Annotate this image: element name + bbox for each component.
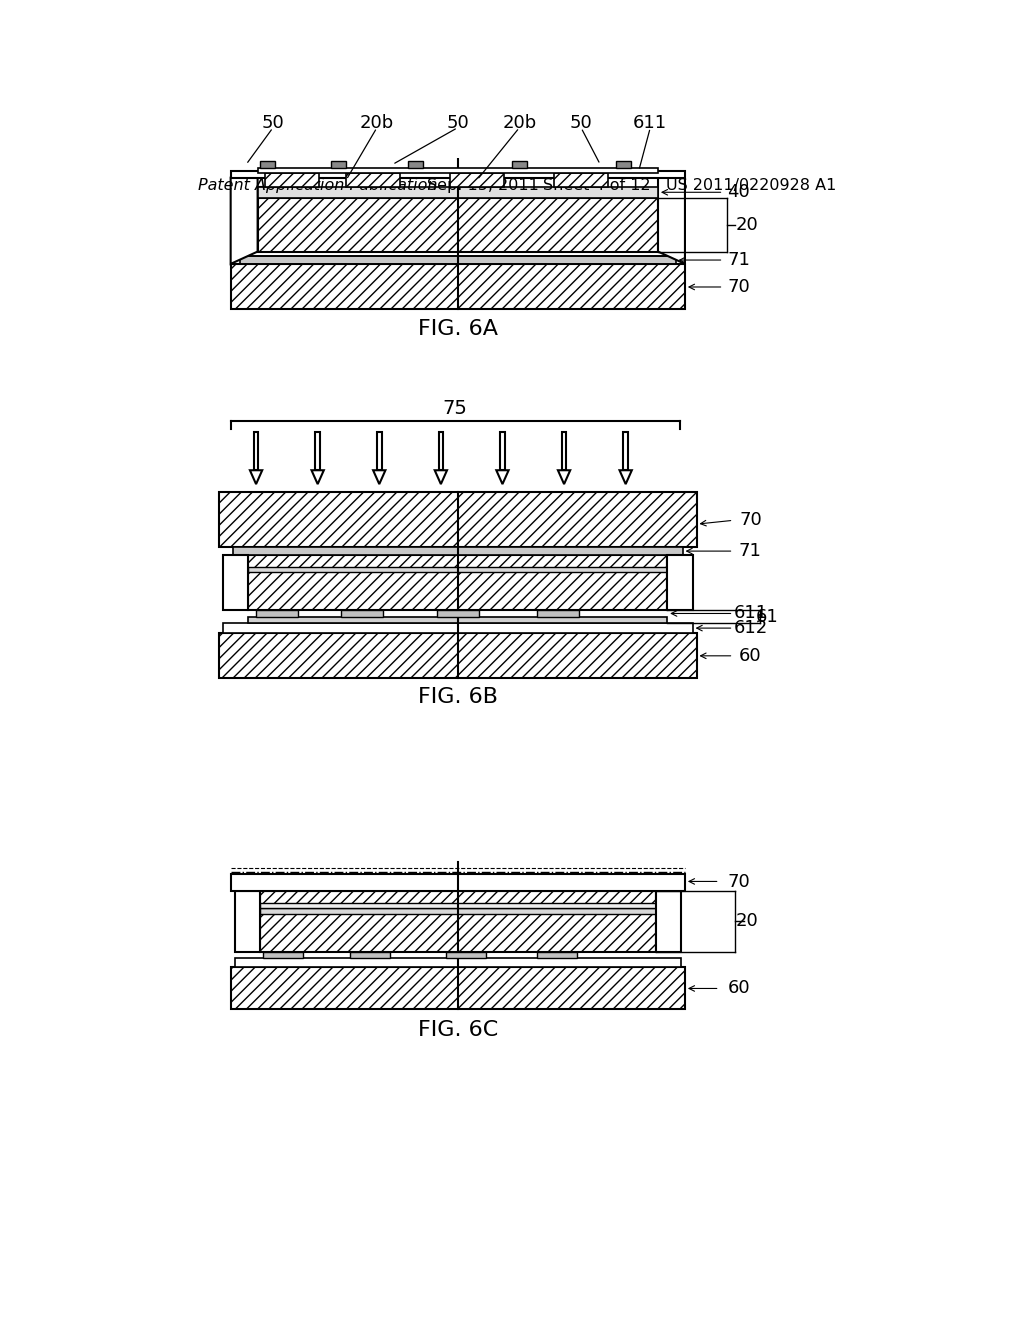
Text: 611: 611 [733, 605, 767, 623]
Text: Patent Application Publication: Patent Application Publication [199, 178, 438, 193]
Bar [512, 161, 527, 168]
Bar [350, 952, 390, 958]
Bar [624, 432, 628, 470]
Text: 20: 20 [735, 912, 758, 931]
Bar [562, 432, 566, 470]
Text: 612: 612 [733, 619, 768, 638]
Polygon shape [230, 178, 258, 264]
Text: 611: 611 [633, 114, 668, 132]
Polygon shape [558, 470, 570, 484]
Bar [233, 548, 683, 554]
Bar [240, 256, 676, 264]
Bar [377, 432, 382, 470]
Text: Sep. 15, 2011: Sep. 15, 2011 [427, 178, 539, 193]
Text: 60: 60 [739, 647, 762, 665]
Bar [341, 610, 383, 616]
Text: 75: 75 [442, 399, 468, 418]
Text: 70: 70 [727, 874, 751, 891]
Bar [408, 161, 423, 168]
Bar [538, 610, 580, 616]
Text: 20b: 20b [503, 114, 537, 132]
Text: 40: 40 [727, 183, 751, 201]
Bar [446, 952, 486, 958]
Bar [263, 952, 303, 958]
Text: 71: 71 [739, 543, 762, 560]
Bar [331, 161, 346, 168]
Bar [249, 616, 668, 623]
Bar [438, 432, 443, 470]
Text: 20: 20 [735, 215, 758, 234]
Bar [223, 623, 692, 634]
Polygon shape [435, 470, 447, 484]
Bar [258, 187, 658, 198]
Bar [451, 173, 504, 187]
Bar [249, 554, 668, 610]
Polygon shape [620, 470, 632, 484]
Bar [256, 610, 298, 616]
Bar [230, 874, 685, 891]
Bar [230, 264, 685, 309]
Bar [538, 952, 578, 958]
Text: FIG. 6C: FIG. 6C [418, 1020, 498, 1040]
Bar [260, 903, 655, 908]
Bar [315, 432, 319, 470]
Bar [346, 173, 400, 187]
Bar [260, 908, 655, 913]
Bar [234, 958, 681, 966]
Bar [230, 966, 685, 1010]
Polygon shape [250, 470, 262, 484]
Polygon shape [234, 891, 260, 952]
Bar [230, 172, 685, 178]
Polygon shape [223, 554, 249, 610]
Bar [219, 634, 696, 678]
Text: 70: 70 [727, 279, 751, 296]
Bar [260, 161, 275, 168]
Bar [258, 198, 658, 252]
Polygon shape [311, 470, 324, 484]
Polygon shape [497, 470, 509, 484]
Text: US 2011/0220928 A1: US 2011/0220928 A1 [666, 178, 836, 193]
Text: 70: 70 [739, 511, 762, 528]
Text: Sheet 4 of 12: Sheet 4 of 12 [543, 178, 650, 193]
Bar [260, 891, 655, 952]
Bar [258, 168, 658, 173]
Text: 71: 71 [727, 251, 751, 269]
Polygon shape [655, 891, 681, 952]
Text: 50: 50 [569, 114, 593, 132]
Bar [254, 432, 258, 470]
Bar [265, 173, 319, 187]
Bar [554, 173, 608, 187]
Bar [500, 432, 505, 470]
Text: 50: 50 [446, 114, 469, 132]
Bar [615, 161, 631, 168]
Polygon shape [658, 178, 685, 264]
Text: 50: 50 [262, 114, 285, 132]
Polygon shape [373, 470, 385, 484]
Text: 61: 61 [756, 607, 778, 626]
Bar [219, 492, 696, 548]
Bar [437, 610, 479, 616]
Bar [249, 566, 668, 572]
Text: 60: 60 [727, 979, 751, 998]
Text: 20b: 20b [359, 114, 394, 132]
Polygon shape [668, 554, 692, 610]
Text: FIG. 6B: FIG. 6B [418, 688, 498, 708]
Text: FIG. 6A: FIG. 6A [418, 319, 498, 339]
